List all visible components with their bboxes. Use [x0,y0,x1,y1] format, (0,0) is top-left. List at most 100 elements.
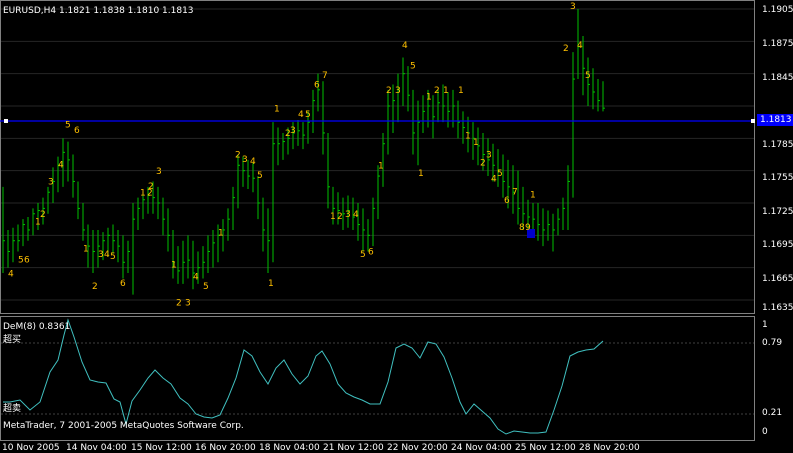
count-tag: 5 [410,61,416,71]
count-tag: 5 [257,171,263,181]
dem-scale-label: 0 [762,427,768,437]
count-tag: 4 [104,250,110,260]
price-label: 1.1905 [762,5,793,15]
count-tag: 5 [585,71,591,81]
indicator-header: DeM(8) 0.8361 [3,322,71,332]
count-tag: 2 [563,44,569,54]
count-tag: 4 [193,273,199,283]
count-tag: 9 [525,223,531,233]
count-tag: 2 [148,182,154,192]
dem-scale-label: 1 [762,320,768,330]
count-tag: 7 [322,71,328,81]
count-tag: 1 [330,212,336,222]
dem-scale-label: 0.79 [762,338,783,348]
price-label: 1.1665 [762,274,793,284]
count-tag: 3 [185,298,191,308]
count-tag: 3 [345,210,351,220]
count-tag: 1 [218,228,224,238]
count-tag: 1 [473,138,479,148]
count-tag: 2 [176,298,182,308]
count-tag: 5 [65,121,71,131]
price-label: 1.1845 [762,73,793,83]
count-tag: 1 [426,93,432,103]
count-tag: 1 [83,245,89,255]
count-tag: 6 [24,255,30,265]
count-tag: 1 [458,86,464,96]
time-label: 10 Nov 2005 [2,443,60,453]
count-tag: 1 [171,261,177,271]
count-tag: 3 [486,151,492,161]
count-tag: 5 [305,110,311,120]
time-label: 25 Nov 12:00 [515,443,576,453]
count-tag: 1 [443,86,449,96]
overbought-label: 超买 [3,335,22,345]
hline-right-handle[interactable] [751,119,755,123]
count-tag: 7 [512,187,518,197]
time-label: 28 Nov 20:00 [579,443,640,453]
count-tag: 6 [504,196,510,206]
count-tag: 1 [465,131,471,141]
count-tag: 4 [577,41,583,51]
count-tag: 2 [285,129,291,139]
dem-scale-label: 0.21 [762,408,783,418]
copyright-text: MetaTrader, 7 2001-2005 MetaQuotes Softw… [3,421,244,431]
price-label: 1.1695 [762,240,793,250]
count-tag: 5 [360,250,366,260]
dem-indicator-line [3,318,604,435]
count-tag: 3 [570,2,576,12]
count-tag: 3 [48,178,54,188]
count-tag: 3 [395,86,401,96]
count-tag: 4 [250,157,256,167]
time-label: 18 Nov 04:00 [259,443,320,453]
price-label: 1.1725 [762,207,793,217]
oversold-label: 超卖 [3,404,22,414]
count-tag: 6 [74,126,80,136]
count-tag: 1 [268,279,274,289]
count-tag: 5 [203,282,209,292]
time-label: 24 Nov 04:00 [451,443,512,453]
count-tag: 6 [120,279,126,289]
count-tag: 4 [402,41,408,51]
main-chart-border [0,0,755,314]
count-tag: 4 [353,210,359,220]
count-tag: 1 [418,169,424,179]
count-tag: 3 [290,126,296,136]
count-tag: 3 [242,155,248,165]
chart-header: EURUSD,H4 1.1821 1.1838 1.1810 1.1813 [3,6,194,16]
time-label: 21 Nov 12:00 [323,443,384,453]
count-tag: 6 [368,248,374,258]
count-tag: 5 [18,255,24,265]
count-tag: 1 [530,191,536,201]
count-tag: 2 [40,210,46,220]
time-label: 15 Nov 12:00 [131,443,192,453]
time-label: 16 Nov 20:00 [195,443,256,453]
price-label: 1.1875 [762,39,793,49]
count-tag: 3 [98,250,104,260]
count-tag: 4 [8,269,14,279]
hline-left-handle[interactable] [4,119,8,123]
selection-marker [527,229,535,238]
count-tag: 2 [337,212,343,222]
count-tag: 5 [110,252,116,262]
count-tag: 6 [314,81,320,91]
count-tag: 2 [480,158,486,168]
price-grid [1,8,754,301]
count-tag: 1 [140,188,146,198]
count-tag: 4 [491,174,497,184]
count-tag: 4 [298,110,304,120]
count-tag: 1 [378,162,384,172]
count-tag: 2 [235,151,241,161]
time-label: 14 Nov 04:00 [66,443,127,453]
count-tag: 2 [147,188,153,198]
count-tag: 1 [35,218,41,228]
count-tag: 2 [386,86,392,96]
indicator-border [0,316,755,441]
count-tag: 4 [58,160,64,170]
current-price-label: 1.1813 [760,115,792,125]
price-label: 1.1755 [762,173,793,183]
time-label: 22 Nov 20:00 [387,443,448,453]
count-tag: 2 [434,86,440,96]
